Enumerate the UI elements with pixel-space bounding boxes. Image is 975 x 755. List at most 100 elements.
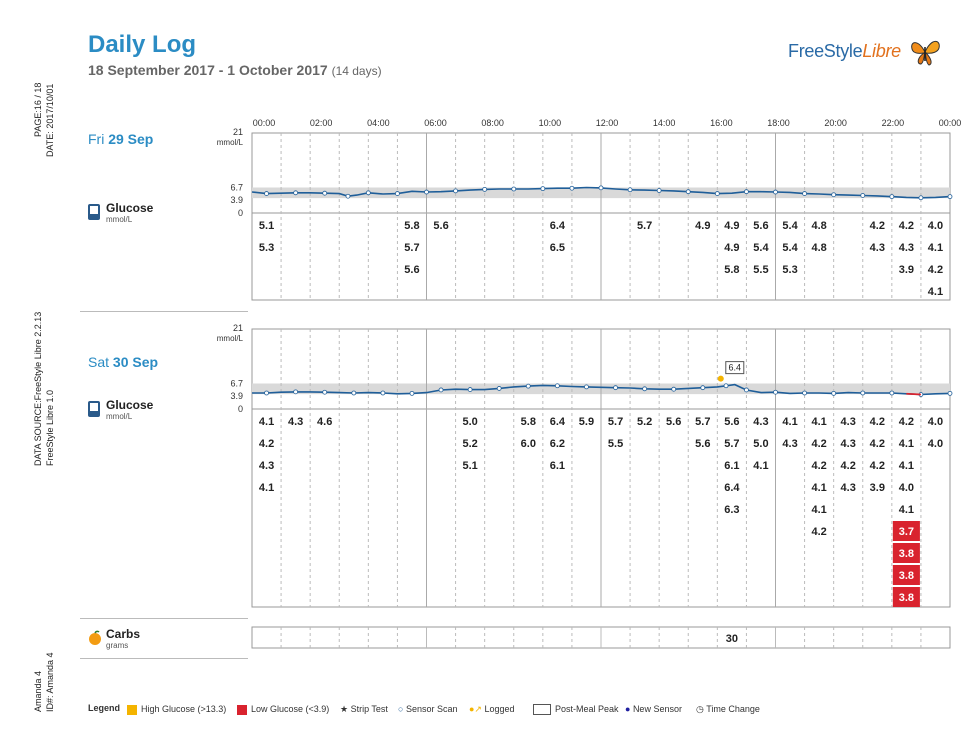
glucose-reading: 4.1	[899, 438, 914, 450]
legend-strip-text: Strip Test	[350, 704, 388, 714]
glucose-reading: 4.2	[870, 416, 885, 428]
glucose-reading: 4.9	[724, 242, 739, 254]
glucose-reading: 4.2	[870, 438, 885, 450]
glucose-reading: 4.1	[811, 416, 826, 428]
sensor-scan-point	[467, 387, 473, 392]
glucose-reading: 4.9	[724, 220, 739, 232]
sensor-dot-icon: ●	[625, 704, 633, 714]
glucose-reading: 3.8	[899, 548, 914, 560]
glucose-reading: 4.3	[288, 416, 303, 428]
glucose-reading: 5.9	[579, 416, 594, 428]
glucose-reading: 5.8	[724, 264, 739, 276]
sensor-scan-point	[345, 193, 351, 199]
low-swatch-icon	[237, 704, 247, 715]
glucose-reading: 5.3	[259, 242, 274, 254]
glucose-reading: 5.6	[666, 416, 681, 428]
sensor-scan-point	[627, 187, 633, 193]
sensor-scan-point	[744, 189, 749, 195]
glucose-reading: 4.1	[753, 460, 768, 472]
glucose-reading: 3.9	[870, 482, 885, 494]
glucose-reading: 4.3	[899, 242, 914, 254]
glucose-reading: 5.8	[521, 416, 536, 428]
sensor-scan-point	[860, 193, 866, 198]
sensor-scan-point	[525, 383, 531, 389]
glucose-reading: 6.3	[724, 504, 739, 516]
glucose-reading: 4.1	[811, 504, 826, 516]
glucose-reading: 5.3	[782, 264, 797, 276]
low-segment	[906, 392, 921, 396]
y-high-label: 6.7	[230, 182, 243, 192]
y-unit-label: mmol/L	[217, 334, 244, 343]
y-low-label: 3.9	[230, 391, 243, 401]
glucose-reading: 4.2	[811, 438, 826, 450]
legend-high: High Glucose (>13.3)	[127, 704, 226, 715]
glucose-label: Glucose	[106, 398, 154, 412]
sensor-scan-point	[351, 390, 357, 396]
day-label-sat: Sat 30 Sep	[88, 354, 158, 370]
legend-high-text: High Glucose (>13.3)	[141, 704, 227, 714]
sensor-scan-point	[569, 185, 575, 191]
glucose-reading: 4.1	[259, 416, 274, 428]
date-range-text: 18 September 2017 - 1 October 2017	[88, 62, 328, 78]
date-range: 18 September 2017 - 1 October 2017 (14 d…	[88, 62, 382, 78]
glucose-reading: 5.4	[782, 242, 798, 254]
sensor-scan-point	[831, 192, 837, 198]
glucose-reading: 4.1	[928, 286, 943, 298]
page-title: Daily Log	[88, 31, 197, 58]
sensor-scan-point	[802, 191, 807, 196]
sensor-scan-point	[365, 190, 371, 196]
glucose-reading: 5.6	[433, 220, 448, 232]
glucose-reading: 5.7	[695, 416, 710, 428]
glucose-reading: 5.4	[753, 242, 769, 254]
sensor-scan-point	[642, 386, 648, 392]
glucose-reading: 4.2	[899, 416, 914, 428]
glucose-reading: 4.2	[870, 460, 885, 472]
y-low-label: 3.9	[230, 195, 243, 205]
sensor-scan-point	[424, 189, 429, 195]
glucose-reading: 4.2	[841, 460, 856, 472]
sensor-scan-point	[395, 191, 400, 196]
glucose-reading: 5.5	[608, 438, 623, 450]
glucose-reading: 5.7	[608, 416, 623, 428]
y-high-label: 6.7	[230, 378, 243, 388]
glucose-unit: mmol/L	[106, 215, 133, 224]
time-tick-label: 00:00	[939, 118, 962, 128]
sensor-scan-point	[744, 387, 749, 393]
sensor-scan-point	[540, 186, 546, 192]
sensor-scan-point	[322, 190, 328, 196]
glucose-reading: 5.7	[404, 242, 419, 254]
sensor-scan-point	[453, 188, 458, 194]
legend-strip: ★ Strip Test	[340, 704, 388, 715]
glucose-reading: 6.5	[550, 242, 565, 254]
low-reading-cell	[892, 543, 920, 563]
sensor-scan-point	[889, 390, 895, 396]
section-divider	[80, 658, 248, 659]
reader-device-icon	[88, 204, 100, 220]
y-zero-label: 0	[238, 404, 243, 414]
time-tick-label: 22:00	[882, 118, 905, 128]
post-meal-peak-box	[725, 361, 745, 375]
weekday: Fri	[88, 131, 105, 147]
scan-circle-icon: ○	[398, 704, 406, 714]
glucose-reading: 5.0	[753, 438, 768, 450]
glucose-reading: 5.6	[753, 220, 768, 232]
glucose-reading: 4.3	[753, 416, 768, 428]
sensor-scan-point	[293, 389, 299, 395]
glucose-reading: 5.4	[782, 220, 798, 232]
daily-log-chart: 00:00 02:00 04:00 06:00 08:00 10:00 12:00 14:00…	[217, 118, 962, 649]
carbs-unit: grams	[106, 641, 129, 650]
y-unit-label: mmol/L	[217, 138, 244, 147]
glucose-reading: 5.6	[724, 416, 739, 428]
time-tick-label: 10:00	[539, 118, 562, 128]
y-zero-label: 0	[238, 208, 243, 218]
glucose-reading: 4.0	[928, 438, 943, 450]
time-tick-label: 14:00	[653, 118, 676, 128]
sensor-scan-point	[554, 383, 560, 389]
time-tick-label: 04:00	[367, 118, 390, 128]
sensor-scan-point	[889, 194, 895, 200]
apple-icon	[89, 630, 101, 645]
glucose-reading: 3.8	[899, 592, 914, 604]
carbs-value: 30	[726, 633, 738, 645]
glucose-reading: 5.6	[695, 438, 710, 450]
sensor-scan-point	[264, 390, 269, 396]
